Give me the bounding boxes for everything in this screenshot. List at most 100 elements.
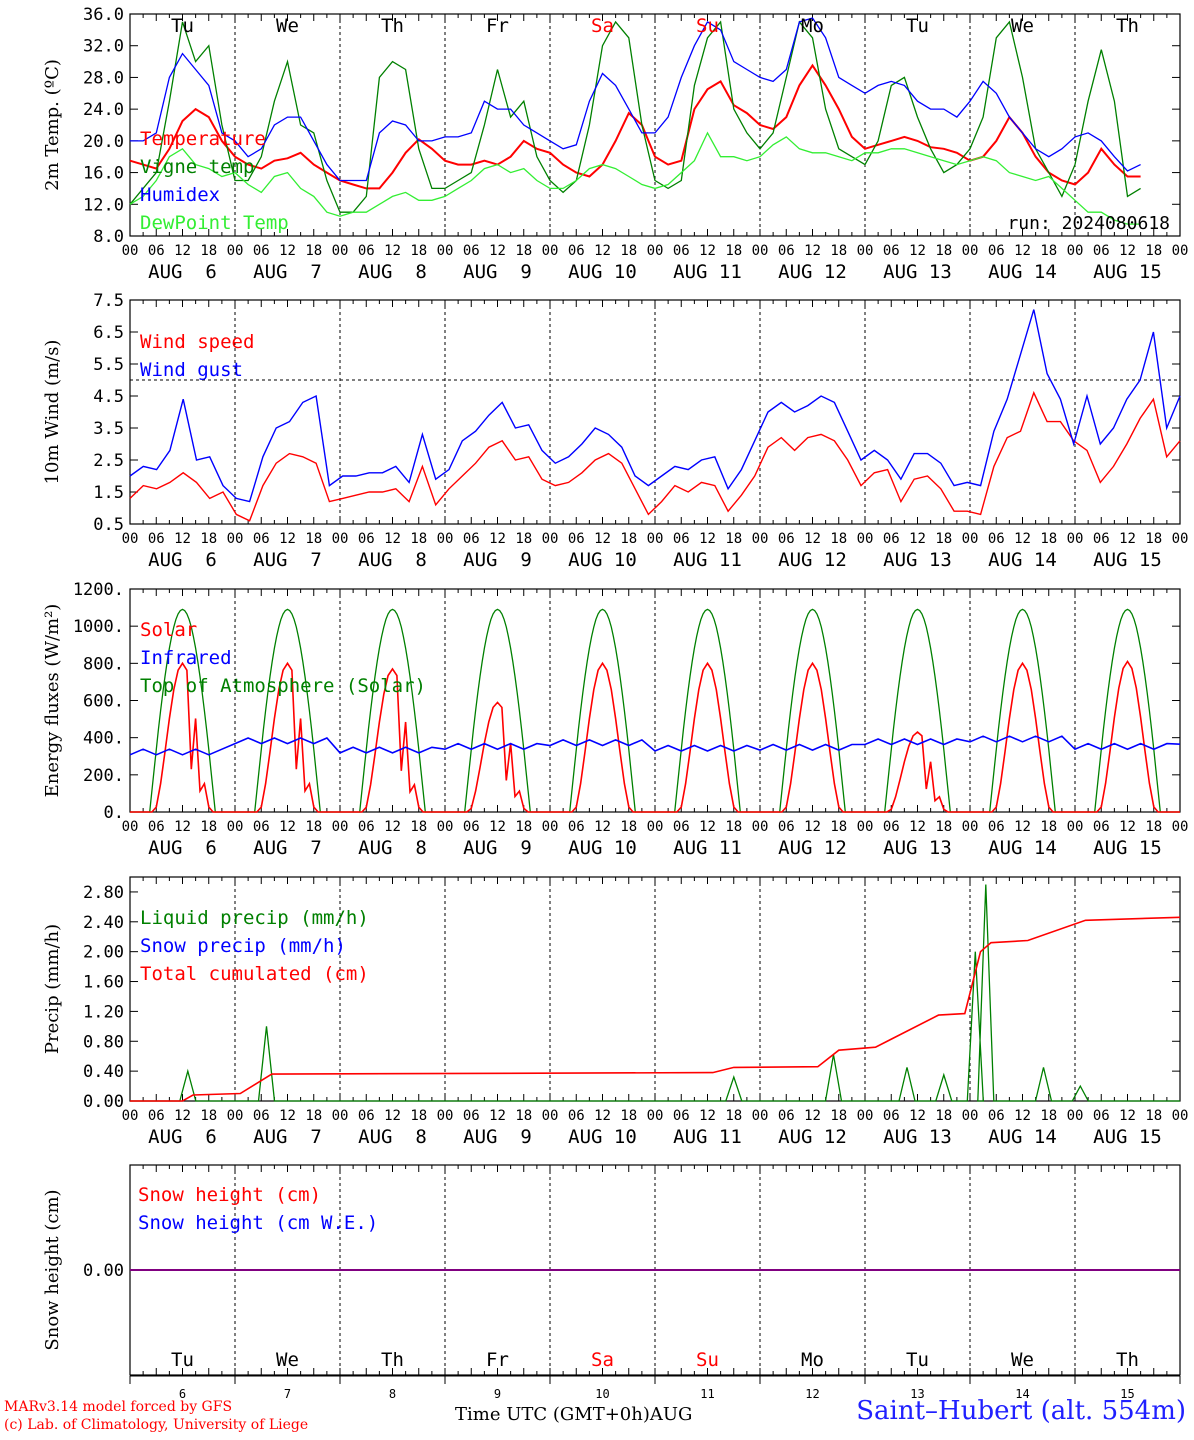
legend-entry: Wind gust [140,359,243,381]
y-tick-label: 0.40 [83,1062,124,1082]
hour-tick-label: 18 [200,531,217,547]
y-axis-label: 10m Wind (m/s) [42,340,63,485]
hour-tick-label: 12 [1119,531,1136,547]
hour-tick-label: 12 [804,531,821,547]
y-tick-label: 1.60 [83,973,124,993]
hour-tick-label: 18 [515,243,532,259]
hour-tick-label: 06 [778,243,795,259]
day-label: AUG 6 [148,261,217,283]
hour-tick-label: 12 [384,243,401,259]
hour-tick-label: 12 [1119,243,1136,259]
hour-tick-label: 06 [253,531,270,547]
hour-tick-label: 12 [1119,819,1136,835]
y-tick-label: 24.0 [83,100,124,120]
weekday-label: Th [1116,15,1139,37]
hour-tick-label: 12 [699,819,716,835]
hour-tick-label: 12 [909,531,926,547]
day-label: AUG 13 [883,837,952,859]
hour-tick-label: 06 [463,243,480,259]
y-tick-label: 2.00 [83,943,124,963]
hour-tick-label: 12 [1014,243,1031,259]
hour-tick-label: 00 [647,1108,664,1124]
hour-tick-label: 00 [1067,819,1084,835]
day-label: AUG 7 [253,549,322,571]
legend-entry: Total cumulated (cm) [140,963,369,985]
hour-tick-label: 06 [148,531,165,547]
weekday-label: Sa [591,1349,614,1371]
day-label: AUG 9 [463,261,532,283]
hour-tick-label: 18 [200,243,217,259]
hour-tick-label: 12 [279,531,296,547]
hour-tick-label: 06 [148,1108,165,1124]
hour-tick-label: 18 [620,243,637,259]
panel-2: 0.5 1.5 2.5 3.5 4.5 5.5 6.5 7.5 10m Wind (m/s) 00… [42,291,1188,571]
y-tick-label: 2.80 [83,883,124,903]
hour-tick-label: 18 [725,819,742,835]
series-wind-speed [129,390,1181,522]
day-label: AUG 11 [673,261,742,283]
hour-tick-label: 18 [935,243,952,259]
day-label: AUG 8 [358,549,427,571]
legend-entry: DewPoint Temp [140,212,289,234]
date-number: 11 [700,1387,714,1401]
hour-tick-label: 06 [568,243,585,259]
date-number: 12 [805,1387,819,1401]
weekday-label: Fr [486,1349,509,1371]
weekday-label: We [276,1349,299,1371]
y-tick-label: 6.5 [93,323,124,343]
y-tick-label: 1200. [73,580,124,600]
y-tick-label: 32.0 [83,37,124,57]
hour-tick-label: 12 [804,243,821,259]
legend-entry: Infrared [140,647,232,669]
hour-tick-label: 18 [200,819,217,835]
hour-tick-label: 00 [122,1108,139,1124]
hour-tick-label: 00 [752,243,769,259]
weekday-label: Mo [801,15,824,37]
series-humidex [130,17,1141,182]
hour-tick-label: 06 [463,531,480,547]
hour-tick-label: 00 [647,243,664,259]
weekday-label: Mo [801,1349,824,1371]
hour-tick-label: 12 [594,1108,611,1124]
hour-tick-label: 06 [358,819,375,835]
hour-tick-label: 06 [358,1108,375,1124]
day-label: AUG 15 [1093,1126,1162,1148]
y-tick-label: 200. [83,766,124,786]
y-tick-label: 3.5 [93,419,124,439]
hour-tick-label: 12 [279,1108,296,1124]
y-axis-label: Energy fluxes (W/m²) [42,604,63,798]
hour-tick-label: 06 [148,243,165,259]
lab-line: (c) Lab. of Climatology, University of L… [4,1417,309,1433]
hour-tick-label: 06 [253,1108,270,1124]
legend-entry: Wind speed [140,331,254,353]
hour-tick-label: 12 [699,243,716,259]
hour-tick-label: 12 [174,531,191,547]
time-label: Time UTC (GMT+0h) [455,1404,650,1425]
hour-tick-label: 18 [515,819,532,835]
date-number: 14 [1015,1387,1029,1401]
y-tick-label: 0.80 [83,1032,124,1052]
hour-tick-label: 18 [725,531,742,547]
hour-tick-label: 00 [1172,1108,1189,1124]
weekday-label: Fr [486,15,509,37]
y-axis-label: Precip (mm/h) [42,924,63,1054]
hour-tick-label: 00 [227,1108,244,1124]
legend-entry: Vigne temp [140,156,254,178]
series-infrared [129,735,1181,756]
hour-tick-label: 00 [332,243,349,259]
hour-tick-label: 18 [935,819,952,835]
hour-tick-label: 12 [909,1108,926,1124]
date-number: 6 [179,1387,186,1401]
hour-tick-label: 18 [200,1108,217,1124]
day-label: AUG 15 [1093,837,1162,859]
weekday-label: Th [381,15,404,37]
hour-tick-label: 12 [489,243,506,259]
weekday-label: Su [696,15,719,37]
hour-tick-label: 06 [253,243,270,259]
y-tick-label: 20.0 [83,132,124,152]
hour-tick-label: 06 [883,531,900,547]
y-tick-label: 1000. [73,617,124,637]
hour-tick-label: 12 [1119,1108,1136,1124]
panel-5: 0.00 Snow height (cm) Snow height (cm) Snow… [42,1164,1181,1401]
